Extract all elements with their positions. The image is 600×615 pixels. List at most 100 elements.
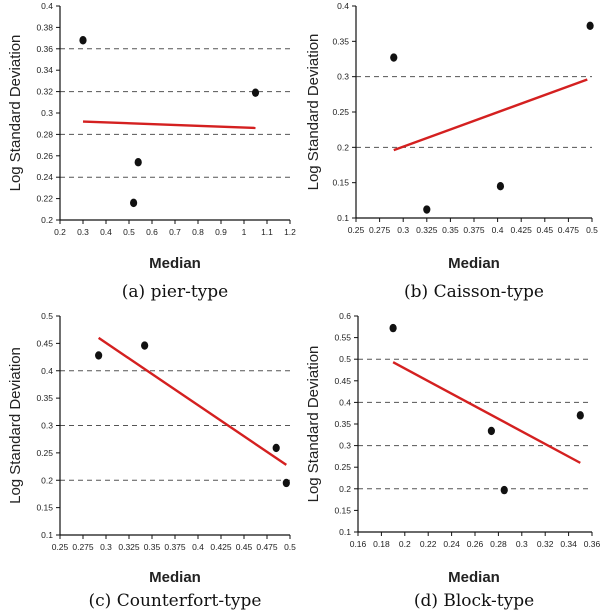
chart-panel-1: 0.2 0.3 0.4 0.5 0.6 0.7 0.8 0.9 1 1.1 1.2 0.2 0.22 0.… xyxy=(7,1,296,302)
x-tick-label: 0.22 xyxy=(420,539,437,549)
y-tick-label: 0.3 xyxy=(339,441,351,451)
panel-caption: (c) Counterfort-type xyxy=(89,591,262,610)
trend-line xyxy=(82,120,256,130)
y-tick-label: 0.45 xyxy=(36,338,53,348)
data-point xyxy=(389,323,397,333)
y-tick-label: 0.38 xyxy=(36,22,53,32)
data-point xyxy=(95,351,103,360)
y-tick-label: 0.5 xyxy=(41,311,53,321)
data-point xyxy=(130,198,138,208)
y-tick-label: 0.1 xyxy=(41,530,53,540)
x-tick-label: 0.425 xyxy=(210,542,232,552)
y-tick-label: 0.55 xyxy=(334,333,351,343)
x-tick-label: 0.3 xyxy=(516,539,528,549)
x-tick-label: 0.6 xyxy=(146,227,158,237)
x-tick-label: 0.4 xyxy=(100,227,112,237)
x-tick-label: 0.5 xyxy=(284,542,296,552)
x-tick-label: 0.5 xyxy=(123,227,135,237)
y-tick-label: 0.35 xyxy=(334,419,351,429)
chart-panel-2: 0.25 0.275 0.3 0.325 0.35 0.375 0.4 0.425 0.45 0.… xyxy=(305,1,598,302)
x-tick-label: 0.9 xyxy=(215,227,227,237)
trend-line xyxy=(393,78,588,152)
y-tick-label: 0.4 xyxy=(41,1,53,11)
y-tick-label: 0.35 xyxy=(36,393,53,403)
y-tick-label: 0.3 xyxy=(41,421,53,431)
y-tick-label: 0.3 xyxy=(41,108,53,118)
y-tick-label: 0.25 xyxy=(334,462,351,472)
x-tick-label: 0.325 xyxy=(118,542,140,552)
data-point xyxy=(586,21,594,30)
y-tick-label: 0.3 xyxy=(337,72,349,82)
y-tick-label: 0.15 xyxy=(334,505,351,515)
panel-caption: (b) Caisson-type xyxy=(404,282,544,302)
data-point xyxy=(79,36,87,45)
y-tick-label: 0.15 xyxy=(332,178,349,188)
trend-line xyxy=(392,361,581,464)
x-tick-label: 0.16 xyxy=(350,539,367,549)
y-tick-label: 0.15 xyxy=(36,503,53,513)
x-tick-label: 0.34 xyxy=(560,539,577,549)
data-point xyxy=(487,426,495,436)
x-tick-label: 0.35 xyxy=(442,225,459,235)
x-tick-label: 0.24 xyxy=(443,539,460,549)
y-tick-label: 0.2 xyxy=(41,215,53,225)
x-axis-label: Median xyxy=(448,255,500,272)
data-point xyxy=(390,53,398,62)
panel-caption: (a) pier-type xyxy=(122,282,228,302)
x-tick-label: 0.36 xyxy=(584,539,600,549)
data-point xyxy=(272,443,280,453)
x-tick-label: 0.18 xyxy=(373,539,390,549)
x-tick-label: 0.275 xyxy=(72,542,94,552)
panel-caption: (d) Block-type xyxy=(414,591,534,610)
x-tick-label: 0.375 xyxy=(463,225,485,235)
x-tick-label: 0.25 xyxy=(348,225,365,235)
x-tick-label: 0.35 xyxy=(144,542,161,552)
y-axis-label: Log Standard Deviation xyxy=(305,34,322,191)
y-axis-label: Log Standard Deviation xyxy=(305,346,322,503)
x-tick-label: 0.7 xyxy=(169,227,181,237)
y-tick-label: 0.32 xyxy=(36,87,53,97)
x-tick-label: 0.45 xyxy=(236,542,253,552)
x-tick-label: 0.3 xyxy=(100,542,112,552)
data-point xyxy=(576,411,584,420)
x-tick-label: 0.4 xyxy=(492,225,504,235)
x-tick-label: 0.26 xyxy=(467,539,484,549)
x-tick-label: 0.2 xyxy=(399,539,411,549)
x-tick-label: 0.28 xyxy=(490,539,507,549)
data-point xyxy=(423,205,431,214)
x-tick-label: 0.8 xyxy=(192,227,204,237)
y-tick-label: 0.4 xyxy=(337,1,349,11)
x-tick-label: 1.1 xyxy=(261,227,273,237)
y-tick-label: 0.45 xyxy=(334,376,351,386)
data-point xyxy=(251,88,260,97)
data-point xyxy=(282,478,290,488)
y-tick-label: 0.4 xyxy=(339,397,351,407)
x-tick-label: 0.3 xyxy=(77,227,89,237)
x-tick-label: 0.5 xyxy=(586,225,598,235)
y-tick-label: 0.4 xyxy=(41,366,53,376)
x-tick-label: 0.375 xyxy=(164,542,186,552)
x-tick-label: 0.2 xyxy=(54,227,66,237)
x-tick-label: 0.3 xyxy=(397,225,409,235)
y-tick-label: 0.2 xyxy=(337,142,349,152)
x-tick-label: 0.475 xyxy=(256,542,278,552)
y-tick-label: 0.36 xyxy=(36,44,53,54)
x-axis-label: Median xyxy=(149,255,201,272)
x-axis-label: Median xyxy=(448,569,500,586)
x-tick-label: 0.32 xyxy=(537,539,554,549)
x-tick-label: 1 xyxy=(242,227,247,237)
x-tick-label: 0.425 xyxy=(511,225,533,235)
y-tick-label: 0.25 xyxy=(332,107,349,117)
data-point xyxy=(500,485,508,495)
x-tick-label: 1.2 xyxy=(284,227,296,237)
y-tick-label: 0.5 xyxy=(339,354,351,364)
y-tick-label: 0.1 xyxy=(339,527,351,537)
x-tick-label: 0.45 xyxy=(537,225,554,235)
data-point xyxy=(141,341,149,350)
x-tick-label: 0.275 xyxy=(369,225,391,235)
y-tick-label: 0.34 xyxy=(36,65,53,75)
x-tick-label: 0.25 xyxy=(52,542,69,552)
y-tick-label: 0.24 xyxy=(36,172,53,182)
y-tick-label: 0.1 xyxy=(337,213,349,223)
data-point xyxy=(134,158,142,167)
